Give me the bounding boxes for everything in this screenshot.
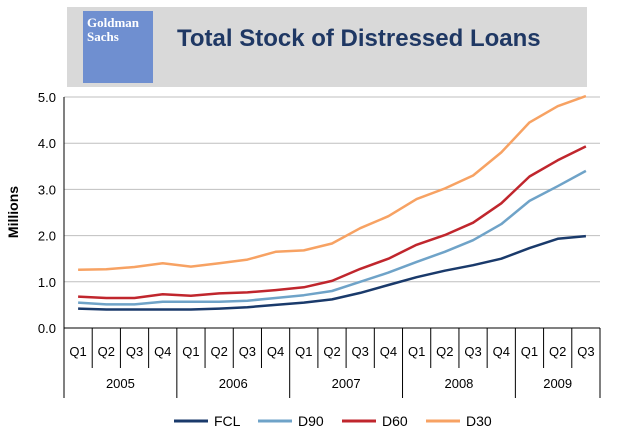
y-tick-label: 4.0: [38, 136, 56, 151]
x-tick-label: Q2: [98, 344, 115, 359]
series-lines: [78, 94, 587, 311]
y-axis: 0.0 1.0 2.0 3.0 4.0 5.0: [38, 90, 65, 336]
x-tick-label: Q1: [182, 344, 199, 359]
series-line-d90: [78, 169, 587, 306]
series-line-d30: [78, 94, 587, 272]
legend-label-d60: D60: [382, 413, 408, 429]
x-tick-label: Q2: [323, 344, 340, 359]
x-tick-label: Q4: [267, 344, 284, 359]
x-axis: Q1 Q2 Q3 Q4 Q1 Q2 Q3 Q4 Q1 Q2 Q3 Q4 Q1 Q2 Q3 Q4 Q1 Q2 Q3 20…: [63, 327, 601, 398]
x-year-label: 2006: [219, 376, 248, 391]
y-tick-label: 2.0: [38, 229, 56, 244]
logo-line-1: Goldman: [87, 15, 140, 30]
x-year-label: 2007: [332, 376, 361, 391]
series-line-d60: [78, 145, 587, 300]
x-tick-label: Q1: [521, 344, 538, 359]
legend-label-d90: D90: [298, 413, 324, 429]
x-tick-label: Q3: [577, 344, 594, 359]
x-year-label: 2009: [543, 376, 572, 391]
goldman-sachs-logo: Goldman Sachs: [83, 11, 153, 83]
legend-label-d30: D30: [466, 413, 492, 429]
x-tick-label: Q4: [493, 344, 510, 359]
x-tick-label: Q1: [408, 344, 425, 359]
x-tick-label: Q1: [295, 344, 312, 359]
y-tick-label: 1.0: [38, 275, 56, 290]
x-tick-label: Q3: [464, 344, 481, 359]
x-tick-label: Q3: [126, 344, 143, 359]
x-tick-label: Q2: [549, 344, 566, 359]
x-tick-label: Q2: [436, 344, 453, 359]
x-tick-label: Q1: [69, 344, 86, 359]
x-tick-label: Q4: [380, 344, 397, 359]
x-tick-label: Q3: [352, 344, 369, 359]
x-tick-label: Q2: [210, 344, 227, 359]
x-tick-label: Q3: [239, 344, 256, 359]
chart-title: Total Stock of Distressed Loans: [177, 25, 541, 52]
x-year-label: 2005: [106, 376, 135, 391]
y-tick-label: 3.0: [38, 182, 56, 197]
x-tick-label: Q4: [154, 344, 171, 359]
y-tick-label: 5.0: [38, 90, 56, 105]
y-tick-label: 0.0: [38, 321, 56, 336]
logo-line-2: Sachs: [87, 29, 119, 44]
legend: FCL D90 D60 D30: [174, 413, 492, 429]
series-line-fcl: [78, 234, 587, 311]
legend-label-fcl: FCL: [214, 413, 241, 429]
y-axis-label: Millions: [5, 186, 21, 238]
x-year-label: 2008: [444, 376, 473, 391]
chart-header: Goldman Sachs Total Stock of Distressed …: [67, 7, 587, 87]
